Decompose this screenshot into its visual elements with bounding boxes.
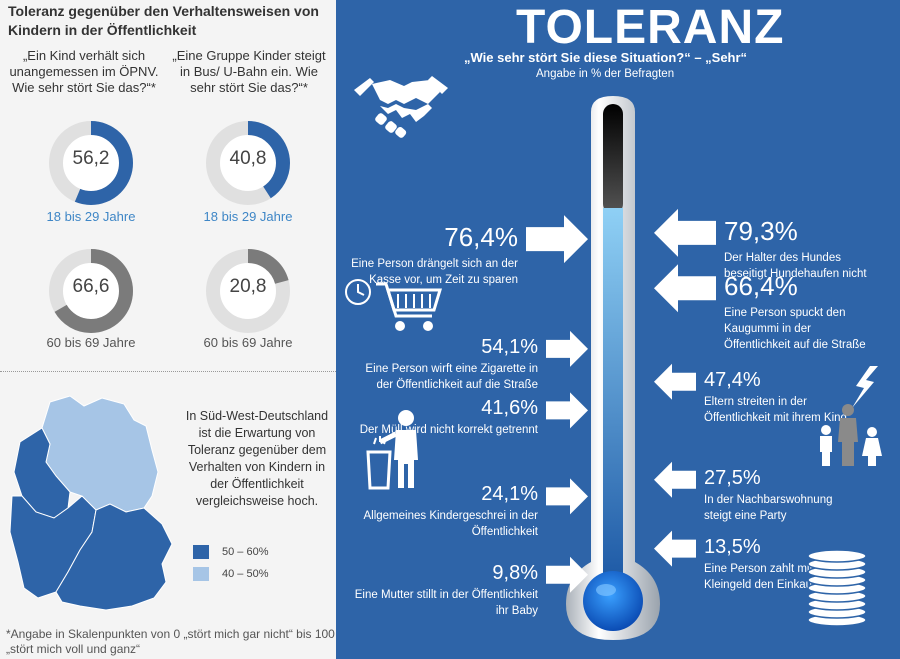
coins-icon: [807, 549, 867, 627]
quote-oepnv: „Ein Kind verhält sich unangemessen im Ö…: [9, 48, 159, 95]
footnote: *Angabe in Skalenpunkten von 0 „stört mi…: [6, 627, 335, 656]
thermometer: [566, 96, 660, 640]
age-label-young-1: 18 bis 29 Jahre: [46, 209, 136, 224]
donut-arc: [206, 121, 290, 205]
subtitle: „Wie sehr stört Sie diese Situation?“ – …: [464, 50, 748, 65]
donut-value-group-young: 40,8: [229, 148, 267, 169]
chart-arrow: [526, 215, 588, 264]
map-region-north-west: [13, 427, 71, 519]
legend-swatch-high: [193, 545, 209, 559]
trash-person-icon: [366, 410, 418, 490]
chart-value-label: 54,1%: [481, 335, 538, 358]
chart-category-label: Allgemeines Kindergeschrei in der Öffent…: [363, 510, 538, 539]
subtitle-unit: Angabe in % der Befragten: [536, 68, 675, 80]
chart-value-label: 66,4%: [724, 271, 798, 302]
chart-category-label: Eine Person drängelt sich an der Kasse v…: [351, 258, 518, 287]
quote-group: „Eine Gruppe Kinder steigt in Bus/ U-Bah…: [172, 48, 326, 95]
donut-value-group-old: 20,8: [229, 276, 267, 297]
chart-category-label: Eltern streiten in der Öffentlichkeit mi…: [704, 395, 847, 424]
left-panel: Toleranz gegenüber den Verhaltensweisen …: [0, 0, 336, 659]
donut-arc: [49, 121, 133, 205]
shopping-cart-icon: [376, 282, 443, 331]
chart-arrow: [546, 392, 588, 429]
chart-category-label: Eine Person spuckt den Kaugummi in der Ö…: [724, 307, 866, 352]
age-label-old-2: 60 bis 69 Jahre: [203, 335, 293, 350]
age-label-young-2: 18 bis 29 Jahre: [203, 209, 293, 224]
chart-category-label: Der Halter des Hundes beseitigt Hundehau…: [724, 251, 867, 280]
chart-arrow: [654, 264, 716, 313]
chart-arrow: [654, 363, 696, 400]
chart-arrow: [546, 556, 588, 593]
chart-value-label: 47,4%: [704, 368, 761, 391]
chart-value-label: 9,8%: [492, 561, 538, 584]
donut-group-young: [206, 121, 290, 205]
handshake-icon: [354, 76, 448, 138]
thermometer-top: [603, 104, 623, 214]
germany-map: [9, 395, 173, 611]
chart-arrow: [654, 208, 716, 257]
divider-line: [0, 371, 336, 372]
chart-category-label: Eine Person wirft eine Zigarette in der …: [365, 362, 538, 391]
chart-category-label: Eine Person zahlt mit Kleingeld den Eink…: [704, 562, 816, 591]
donut-group-old: [206, 249, 290, 333]
chart-value-label: 24,1%: [481, 483, 538, 506]
map-note: In Süd-West-Deutschland ist die Erwartun…: [185, 409, 329, 508]
donut-oepnv-young: [49, 121, 133, 205]
chart-value-label: 79,3%: [724, 215, 798, 246]
age-label-old-1: 60 bis 69 Jahre: [46, 335, 136, 350]
clock-icon: [345, 279, 371, 305]
chart-arrow: [546, 330, 588, 367]
chart-value-label: 76,4%: [444, 222, 518, 253]
legend-swatch-low: [193, 567, 209, 581]
map-region-south-east: [55, 503, 173, 611]
heading: TOLERANZ: [516, 1, 785, 54]
right-panel: TOLERANZ „Wie sehr stört Sie diese Situa…: [336, 0, 900, 659]
chart-arrows: [526, 208, 716, 593]
chart-value-label: 27,5%: [704, 466, 761, 489]
donut-arc: [49, 249, 133, 333]
chart-value-label: 41,6%: [481, 397, 538, 420]
chart-category-label: In der Nachbarswohnung steigt eine Party: [704, 493, 833, 522]
thermometer-bulb: [583, 571, 643, 631]
donut-value-oepnv-old: 66,6: [72, 276, 110, 297]
donut-value-oepnv-young: 56,2: [72, 148, 110, 169]
chart-category-label: Eine Mutter stillt in der Öffentlichkeit…: [354, 588, 538, 617]
chart-arrow: [654, 530, 696, 567]
donut-arc: [206, 249, 290, 333]
chart-arrow: [546, 478, 588, 515]
donut-oepnv-old: [49, 249, 133, 333]
legend-label-high: 50 – 60%: [222, 546, 269, 558]
chart-value-label: 13,5%: [704, 535, 761, 558]
legend-label-low: 40 – 50%: [222, 568, 269, 580]
family-icon: [820, 366, 882, 466]
chart-arrow: [654, 461, 696, 498]
thermometer-fill: [603, 208, 623, 580]
left-title: Toleranz gegenüber den Verhaltensweisen …: [8, 3, 319, 38]
